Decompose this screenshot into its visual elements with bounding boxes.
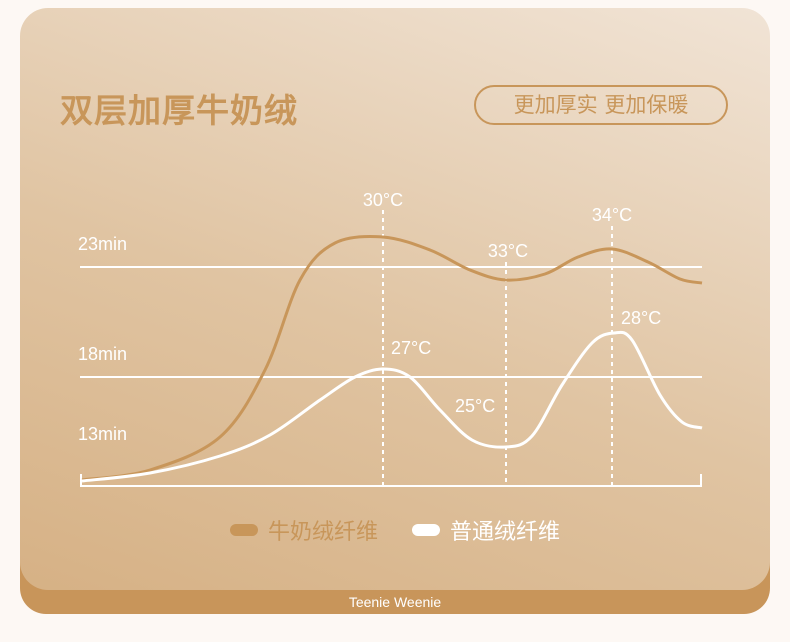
y-tick-label: 18min <box>78 344 127 364</box>
y-tick-label: 13min <box>78 424 127 444</box>
data-label: 34°C <box>592 205 632 225</box>
data-label: 30°C <box>363 190 403 210</box>
data-label: 27°C <box>391 338 431 358</box>
legend-swatch <box>229 524 258 536</box>
legend-swatch <box>412 524 440 536</box>
series-line-milk <box>81 234 703 482</box>
brand-label: Teenie Weenie <box>348 594 442 610</box>
series-line-normal <box>81 330 703 483</box>
legend: 牛奶绒纤维 普通绒纤维 <box>0 514 790 546</box>
data-label: 25°C <box>455 396 495 416</box>
page-title: 双层加厚牛奶绒 <box>60 91 298 130</box>
data-label: 28°C <box>621 308 661 328</box>
chart-card <box>20 8 770 590</box>
legend-label: 牛奶绒纤维 <box>267 520 378 545</box>
legend-item-normal: 普通绒纤维 <box>412 514 560 546</box>
legend-label: 普通绒纤维 <box>450 520 561 545</box>
feature-badge: 更加厚实 更加保暖 <box>474 85 728 125</box>
y-tick-label: 23min <box>78 234 127 254</box>
data-label: 33°C <box>488 241 528 261</box>
legend-item-milk: 牛奶绒纤维 <box>229 514 378 546</box>
